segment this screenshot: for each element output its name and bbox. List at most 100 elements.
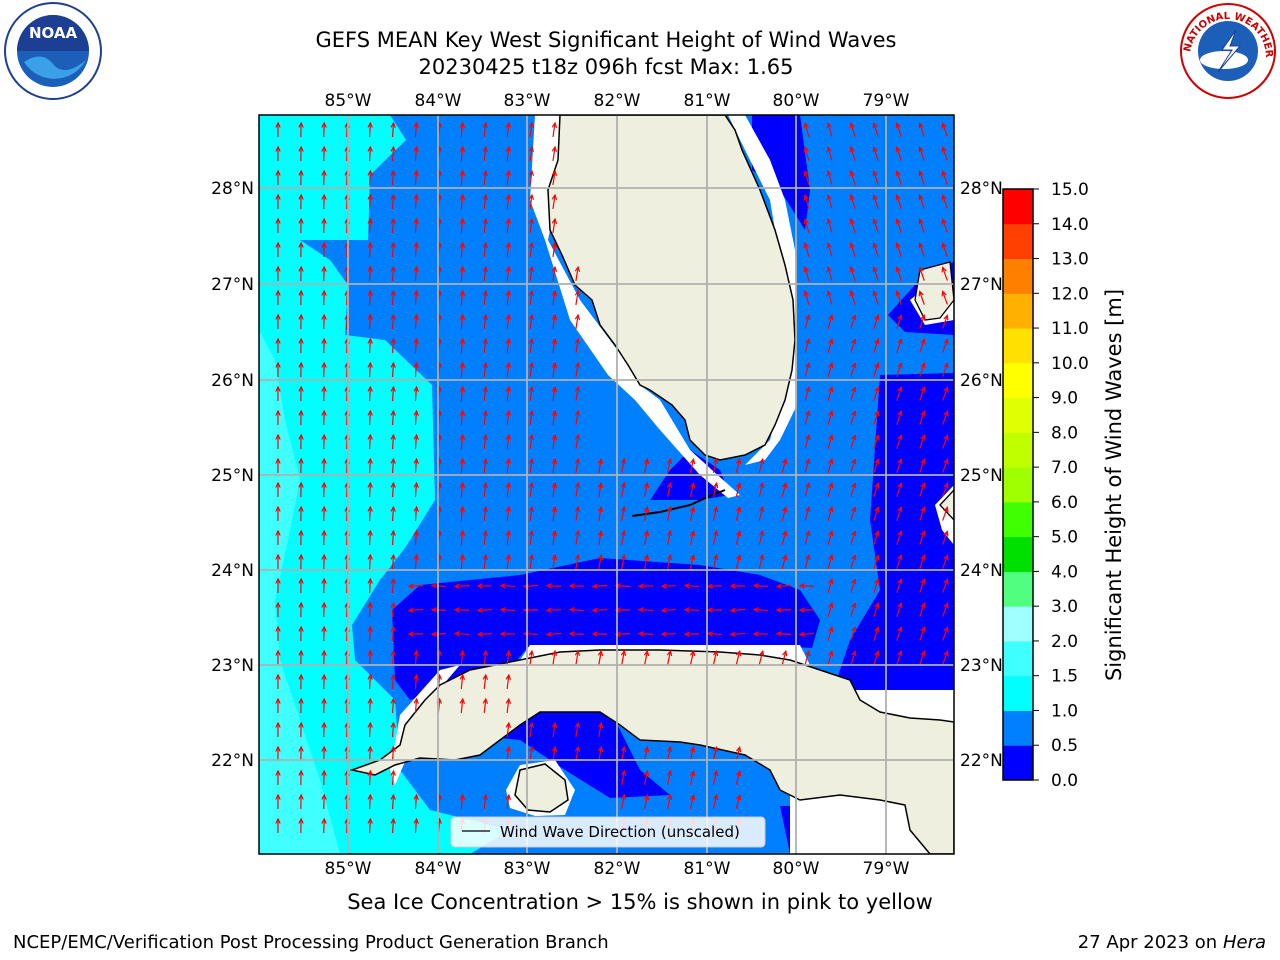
wind-arrowhead xyxy=(666,481,673,489)
wind-arrow xyxy=(460,314,464,330)
wind-arrowhead xyxy=(712,481,719,489)
wind-arrow xyxy=(483,314,487,330)
wind-arrow xyxy=(896,267,902,281)
wind-arrow xyxy=(552,458,556,474)
wind-arrowhead xyxy=(597,649,604,657)
wind-arrow xyxy=(804,363,810,377)
wind-arrow xyxy=(666,555,672,569)
wind-arrowhead xyxy=(897,626,903,633)
wind-arrowhead xyxy=(505,361,512,368)
wind-arrow xyxy=(529,194,533,210)
colorbar-swatch xyxy=(1003,536,1033,572)
wind-arrow xyxy=(850,651,856,665)
wind-arrowhead xyxy=(275,313,281,320)
colorbar-swatch xyxy=(1003,397,1033,433)
wind-arrow xyxy=(506,218,510,234)
wind-arrowhead xyxy=(851,385,857,393)
wind-arrowhead xyxy=(897,314,903,321)
wind-arrowhead xyxy=(851,505,857,513)
wind-arrow xyxy=(483,170,487,186)
wind-arrowhead xyxy=(782,481,788,489)
wind-arrowhead xyxy=(430,607,437,613)
wind-arrowhead xyxy=(505,193,512,200)
wind-arrow xyxy=(896,603,902,617)
colorbar-swatch xyxy=(1003,189,1033,225)
map-field xyxy=(259,115,954,854)
wind-arrow xyxy=(644,771,648,785)
wind-arrow xyxy=(414,458,418,474)
wind-arrowhead xyxy=(551,745,558,753)
wind-arrowhead xyxy=(803,289,809,297)
wind-arrowhead xyxy=(920,626,926,633)
wind-arrowhead xyxy=(920,338,926,345)
wind-arrowhead xyxy=(759,553,765,561)
wind-arrowhead xyxy=(591,631,598,637)
wind-arrow xyxy=(506,482,510,498)
wind-arrowhead xyxy=(298,505,304,512)
wind-arrowhead xyxy=(476,607,483,613)
lon-tick-label-bottom: 81°W xyxy=(684,859,731,879)
wind-arrowhead xyxy=(597,721,604,729)
wind-arrowhead xyxy=(528,337,535,345)
wind-arrow xyxy=(506,554,510,570)
wind-arrowhead xyxy=(551,193,558,201)
wind-arrowhead xyxy=(413,457,419,464)
wind-arrow xyxy=(391,818,395,834)
wind-arrowhead xyxy=(459,145,465,152)
wind-arrowhead xyxy=(482,289,489,296)
wind-arrow xyxy=(460,386,464,402)
wind-arrowhead xyxy=(390,361,396,368)
wind-arrow xyxy=(850,579,856,593)
wind-arrowhead xyxy=(275,601,281,608)
wind-arrowhead xyxy=(482,337,489,344)
wind-arrowhead xyxy=(459,529,465,536)
wind-arrow xyxy=(850,507,856,521)
wind-arrow xyxy=(460,674,464,690)
wind-arrow xyxy=(414,794,418,810)
wind-arrowhead xyxy=(528,217,535,225)
lon-tick-label-top: 79°W xyxy=(863,91,910,111)
wind-arrowhead xyxy=(390,193,396,200)
wind-arrowhead xyxy=(275,385,281,392)
wind-arrowhead xyxy=(943,482,949,489)
wind-arrowhead xyxy=(413,265,419,272)
wind-arrow xyxy=(712,459,718,473)
wind-arrow xyxy=(414,314,418,330)
wind-arrow xyxy=(873,387,879,401)
wind-arrow xyxy=(804,171,810,185)
wind-arrowhead xyxy=(499,583,506,589)
wind-arrowhead xyxy=(752,583,759,589)
wind-arrowhead xyxy=(551,649,558,657)
wind-arrow xyxy=(621,483,625,497)
wind-arrowhead xyxy=(545,631,552,637)
wind-arrow xyxy=(919,147,925,161)
wind-arrow xyxy=(506,290,510,306)
wind-arrow xyxy=(919,459,925,473)
wind-arrow xyxy=(369,578,371,594)
wind-arrowhead xyxy=(828,601,834,609)
wind-arrowhead xyxy=(851,409,857,417)
wind-arrow xyxy=(369,170,371,186)
lat-tick-label-left: 26°N xyxy=(211,371,254,391)
wind-arrowhead xyxy=(551,433,558,441)
wind-arrowhead xyxy=(505,697,512,704)
wind-arrowhead xyxy=(390,721,396,728)
wind-arrow xyxy=(506,746,510,762)
wind-arrow xyxy=(827,147,833,161)
wind-arrowhead xyxy=(298,409,304,416)
wind-arrowhead xyxy=(918,266,924,273)
wind-arrowhead xyxy=(298,289,304,296)
wind-arrowhead xyxy=(298,169,304,176)
wind-arrow xyxy=(827,651,833,665)
wind-arrowhead xyxy=(390,409,396,416)
wind-arrow xyxy=(414,434,418,450)
wind-arrow xyxy=(684,584,700,588)
wind-arrow xyxy=(414,818,418,834)
wind-arrow xyxy=(598,746,602,762)
colorbar-swatch xyxy=(1003,745,1033,781)
wind-arrowhead xyxy=(321,193,327,200)
wind-arrowhead xyxy=(849,289,855,297)
wind-arrow xyxy=(546,609,562,611)
wind-arrowhead xyxy=(367,505,373,512)
wind-arrow xyxy=(598,530,602,546)
